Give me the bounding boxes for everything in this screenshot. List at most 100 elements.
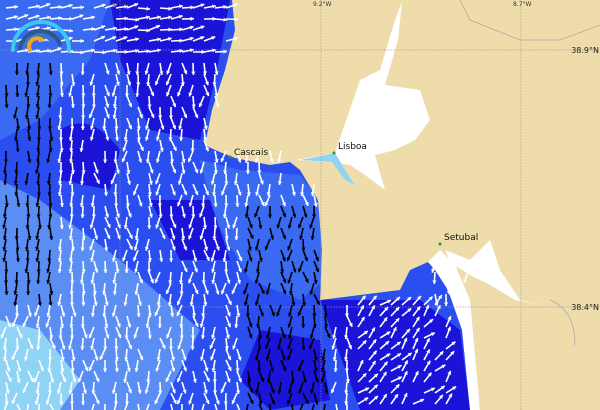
arrow-head (447, 315, 452, 320)
arrow-head (282, 279, 287, 283)
arrow-head (172, 125, 177, 130)
arrow-head (212, 82, 217, 86)
arrow-head (115, 169, 120, 174)
arrow-head (304, 278, 309, 283)
arrow-head (190, 346, 195, 350)
arrow-head (113, 48, 117, 53)
arrow-head (212, 192, 217, 196)
arrow-head (68, 345, 73, 350)
arrow-head (310, 192, 315, 196)
arrow-head (451, 341, 456, 346)
arrow-head (102, 313, 107, 317)
arrow-head (200, 335, 206, 339)
arrow-head (69, 302, 74, 306)
arrow-head (225, 334, 230, 339)
arrow-head (147, 269, 152, 273)
arrow-head (165, 377, 170, 382)
arrow-head (105, 114, 110, 119)
arrow-head (180, 82, 185, 86)
arrow-head (211, 280, 216, 284)
arrow-head (135, 71, 140, 75)
arrow-head (201, 313, 206, 317)
arrow-head (59, 148, 64, 152)
arrow-head (58, 170, 64, 174)
arrow-head (46, 158, 51, 163)
arrow-head (201, 49, 205, 54)
arrow-head (233, 3, 238, 8)
arrow-head (172, 169, 177, 174)
arrow-head (188, 202, 193, 207)
arrow-head (188, 235, 193, 240)
arrow-head (47, 192, 52, 196)
arrow-head (236, 390, 241, 394)
arrow-head (68, 3, 73, 8)
arrow-head (415, 327, 420, 332)
arrow-head (292, 213, 297, 218)
arrow-head (344, 368, 349, 372)
arrow-head (443, 269, 448, 273)
arrow-head (154, 312, 159, 316)
arrow-head (123, 225, 128, 229)
arrow-head (18, 333, 23, 338)
arrow-head (287, 246, 292, 251)
arrow-head (114, 126, 119, 130)
arrow-head (194, 169, 199, 174)
arrow-head (309, 334, 314, 339)
arrow-head (427, 372, 432, 377)
arrow-head (204, 246, 209, 251)
arrow-head (172, 399, 177, 404)
arrow-head (77, 378, 82, 383)
arrow-head (70, 170, 76, 174)
arrow-head (212, 4, 216, 9)
arrow-head (24, 14, 29, 18)
arrow-head (14, 4, 18, 10)
arrow-head (362, 340, 367, 345)
arrow-head (27, 159, 32, 163)
arrow-head (105, 103, 110, 108)
arrow-head (259, 180, 264, 185)
arrow-head (136, 82, 141, 86)
arrow-head (287, 345, 292, 350)
arrow-head (227, 300, 232, 305)
arrow-head (168, 27, 172, 32)
arrow-head (113, 26, 117, 31)
arrow-head (288, 312, 293, 317)
arrow-head (145, 125, 150, 130)
arrow-head (37, 302, 43, 306)
arrow-head (35, 258, 40, 262)
arrow-head (440, 385, 445, 390)
arrow-head (183, 246, 188, 251)
arrow-head (128, 234, 133, 239)
arrow-head (395, 318, 400, 323)
arrow-head (179, 137, 184, 141)
arrow-head (146, 49, 150, 54)
arrow-head (36, 137, 42, 141)
arrow-head (193, 257, 198, 262)
arrow-head (332, 357, 337, 361)
lon-label: 9.7°W (112, 1, 131, 8)
arrow-head (15, 93, 20, 97)
arrow-head (40, 367, 44, 372)
arrow-head (227, 323, 231, 328)
arrow-head (159, 71, 164, 75)
arrow-head (57, 47, 62, 52)
arrow-head (258, 335, 263, 339)
arrow-head (234, 324, 239, 328)
arrow-head (215, 246, 220, 251)
arrow-head (395, 307, 400, 312)
arrow-head (154, 279, 159, 283)
arrow-head (144, 389, 149, 394)
place-lisboa: Lisboa (338, 142, 367, 152)
arrow-head (56, 389, 61, 394)
arrow-head (49, 291, 54, 295)
arrow-head (112, 3, 117, 8)
arrow-head (95, 399, 100, 404)
arrow-head (36, 214, 41, 218)
arrow-head (57, 301, 62, 306)
arrow-head (223, 17, 227, 22)
arrow-head (123, 302, 128, 306)
arrow-head (4, 93, 9, 97)
arrow-head (36, 346, 41, 350)
arrow-head (176, 301, 181, 306)
